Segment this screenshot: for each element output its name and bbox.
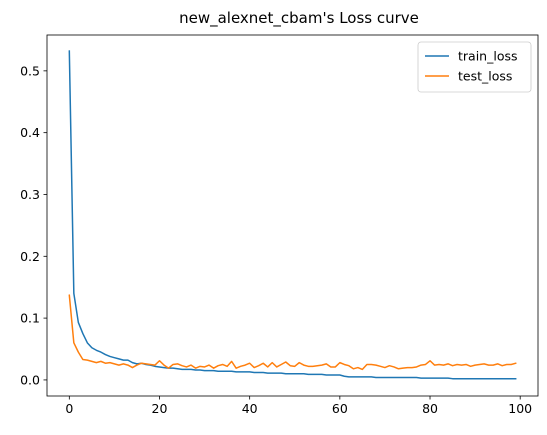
plot-frame <box>46 34 539 397</box>
x-axis-ticks: 0 20 40 60 80 100 <box>65 396 532 416</box>
x-tick-label: 40 <box>242 401 258 416</box>
x-tick-label: 20 <box>152 401 168 416</box>
chart-title: new_alexnet_cbam's Loss curve <box>179 9 419 28</box>
legend-label-test_loss: test_loss <box>458 69 512 84</box>
x-tick-label: 80 <box>422 401 438 416</box>
y-tick-label: 0.2 <box>20 249 40 264</box>
legend-label-train_loss: train_loss <box>458 49 518 64</box>
x-tick-label: 0 <box>65 401 73 416</box>
y-tick-label: 0.1 <box>20 311 40 326</box>
y-tick-label: 0.4 <box>20 125 40 140</box>
series-line-train_loss <box>68 50 517 380</box>
series-line-test_loss <box>68 294 517 371</box>
y-tick-label: 0.0 <box>20 372 40 387</box>
x-tick-label: 60 <box>332 401 348 416</box>
y-axis-ticks: 0.0 0.1 0.2 0.3 0.4 0.5 <box>20 63 47 387</box>
legend-entries: train_loss test_loss <box>425 49 518 84</box>
axes: 0 20 40 60 80 100 0.0 0.1 0.2 0.3 0.4 0.5 <box>20 34 539 416</box>
series-lines <box>68 50 517 380</box>
x-tick-label: 100 <box>508 401 532 416</box>
y-tick-label: 0.3 <box>20 187 40 202</box>
y-tick-label: 0.5 <box>20 63 40 78</box>
legend-box <box>417 41 532 93</box>
legend: train_loss test_loss <box>417 41 532 93</box>
